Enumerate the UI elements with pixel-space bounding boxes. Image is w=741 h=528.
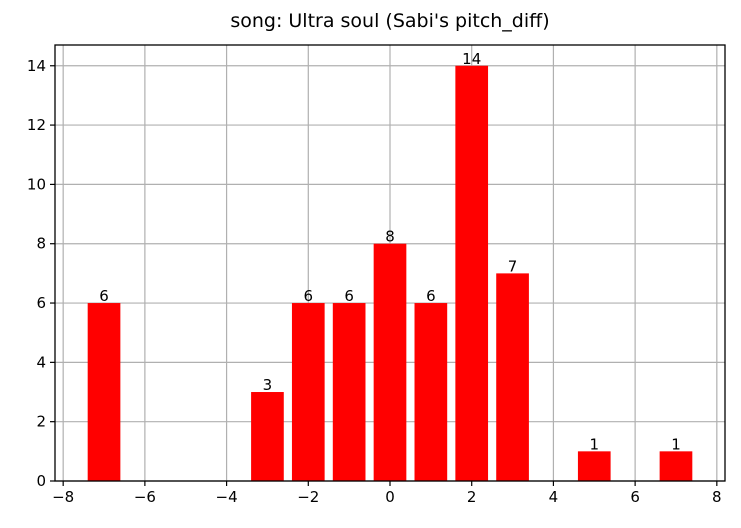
- y-tick-label: 2: [36, 413, 46, 431]
- bar: [87, 303, 121, 481]
- x-tick-label: 0: [385, 488, 395, 506]
- bar: [373, 243, 407, 481]
- bar-data-label: 6: [99, 287, 109, 305]
- x-tick-label: 6: [630, 488, 640, 506]
- bar-data-label: 6: [344, 287, 354, 305]
- x-tick-label: 2: [467, 488, 477, 506]
- bar-data-label: 6: [426, 287, 436, 305]
- bar-data-label: 8: [385, 228, 395, 246]
- bar: [414, 303, 448, 481]
- bar-data-label: 7: [508, 257, 518, 275]
- x-tick-label: 4: [549, 488, 559, 506]
- bar-data-label: 14: [462, 50, 481, 68]
- bar-data-label: 3: [263, 376, 273, 394]
- y-tick-label: 0: [36, 472, 46, 490]
- bar: [659, 451, 693, 481]
- x-tick-label: 8: [712, 488, 722, 506]
- y-tick-label: 14: [27, 57, 46, 75]
- x-tick-label: −4: [216, 488, 238, 506]
- bar-data-label: 6: [304, 287, 314, 305]
- y-tick-label: 6: [36, 294, 46, 312]
- bar-data-label: 1: [671, 435, 681, 453]
- bar: [332, 303, 366, 481]
- x-tick-label: −8: [52, 488, 74, 506]
- bar: [251, 392, 284, 481]
- y-tick-label: 4: [36, 353, 46, 371]
- bar-data-label: 1: [589, 435, 599, 453]
- bar: [496, 273, 529, 481]
- chart-title: song: Ultra soul (Sabi's pitch_diff): [230, 10, 550, 32]
- bar: [455, 65, 489, 481]
- x-tick-label: −2: [297, 488, 319, 506]
- y-tick-label: 10: [27, 175, 46, 193]
- bar: [577, 451, 611, 481]
- bar: [291, 303, 325, 481]
- y-tick-label: 8: [36, 235, 46, 253]
- y-tick-label: 12: [27, 116, 46, 134]
- x-tick-label: −6: [134, 488, 156, 506]
